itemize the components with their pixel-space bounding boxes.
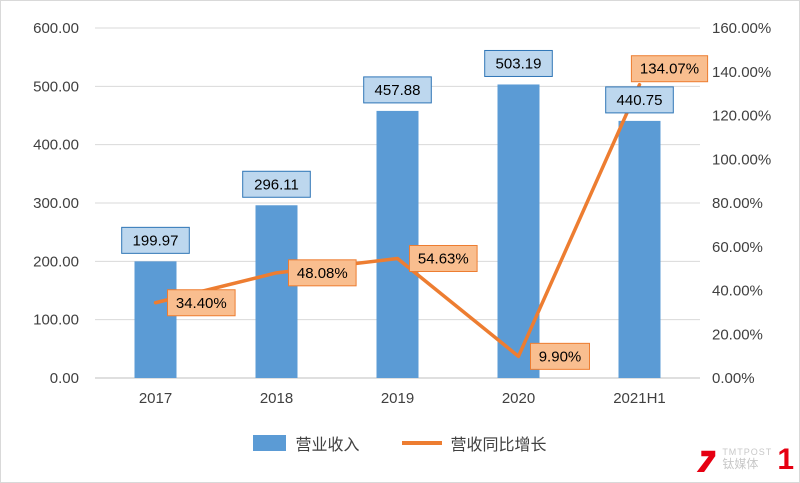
left-axis-tick-label: 100.00 bbox=[33, 312, 79, 329]
left-axis-tick-label: 300.00 bbox=[33, 195, 79, 212]
watermark-text: TMTPOST 钛媒体 bbox=[722, 448, 772, 471]
revenue-bar bbox=[497, 84, 540, 378]
left-axis-tick-label: 0.00 bbox=[50, 370, 79, 387]
bar-data-label-box bbox=[363, 76, 432, 104]
line-data-label: 134.07% bbox=[640, 61, 699, 78]
revenue-bar bbox=[376, 110, 419, 379]
line-data-label: 9.90% bbox=[539, 348, 582, 365]
legend-label-growth: 营收同比增长 bbox=[450, 437, 547, 454]
revenue-bar bbox=[618, 120, 661, 378]
bar-series-swatch-icon bbox=[253, 435, 287, 451]
left-axis-tick-label: 500.00 bbox=[33, 78, 79, 95]
tmtpost-watermark: TMTPOST 钛媒体 1 bbox=[693, 445, 794, 475]
chart-legend: 营业收入 营收同比增长 bbox=[0, 431, 800, 455]
revenue-bar bbox=[134, 261, 177, 378]
left-axis-tick-label: 200.00 bbox=[33, 253, 79, 270]
right-axis-tick-label: 140.00% bbox=[712, 64, 771, 81]
line-data-label-box bbox=[530, 342, 590, 370]
line-data-label: 54.63% bbox=[418, 250, 469, 267]
line-data-label: 34.40% bbox=[176, 295, 227, 312]
line-data-label-box bbox=[167, 289, 236, 317]
x-axis-category-label: 2017 bbox=[139, 390, 172, 407]
bar-data-label: 440.75 bbox=[617, 92, 663, 109]
bar-data-label-box bbox=[605, 86, 674, 114]
right-axis-tick-label: 40.00% bbox=[712, 283, 763, 300]
bar-data-label: 296.11 bbox=[254, 176, 299, 193]
right-axis-tick-label: 0.00% bbox=[712, 370, 755, 387]
right-axis-tick-label: 20.00% bbox=[712, 326, 763, 343]
growth-line bbox=[153, 82, 642, 359]
line-data-label-box bbox=[409, 244, 478, 272]
tmtpost-logo-icon bbox=[695, 450, 716, 472]
right-axis-tick-label: 100.00% bbox=[712, 151, 771, 168]
bar-data-label: 199.97 bbox=[133, 232, 179, 249]
watermark-badge: 1 bbox=[777, 443, 794, 476]
legend-item-revenue: 营业收入 bbox=[253, 431, 360, 455]
x-axis-category-label: 2020 bbox=[502, 390, 535, 407]
bar-data-label: 457.88 bbox=[375, 82, 421, 99]
line-data-label: 48.08% bbox=[297, 265, 348, 282]
x-axis-category-label: 2019 bbox=[381, 390, 414, 407]
watermark-brand-cn: 钛媒体 bbox=[722, 457, 759, 472]
x-axis-category-label: 2021H1 bbox=[613, 390, 666, 407]
bar-data-label: 503.19 bbox=[496, 55, 542, 72]
right-axis-tick-label: 120.00% bbox=[712, 108, 771, 125]
right-axis-tick-label: 160.00% bbox=[712, 20, 771, 37]
bar-data-label-box bbox=[121, 226, 190, 254]
bar-data-label-box bbox=[484, 49, 553, 77]
legend-item-growth: 营收同比增长 bbox=[401, 431, 547, 455]
watermark-brand-en: TMTPOST bbox=[722, 447, 773, 458]
line-data-label-box bbox=[630, 55, 709, 83]
x-axis-category-label: 2018 bbox=[260, 390, 293, 407]
left-axis-tick-label: 400.00 bbox=[33, 137, 79, 154]
revenue-bar bbox=[255, 205, 298, 378]
legend-label-revenue: 营业收入 bbox=[295, 437, 360, 454]
line-series-swatch-icon bbox=[401, 441, 442, 445]
left-axis-tick-label: 600.00 bbox=[33, 20, 79, 37]
right-axis-tick-label: 60.00% bbox=[712, 239, 763, 256]
bar-data-label-box bbox=[242, 170, 311, 198]
right-axis-tick-label: 80.00% bbox=[712, 195, 763, 212]
line-data-label-box bbox=[288, 259, 357, 287]
